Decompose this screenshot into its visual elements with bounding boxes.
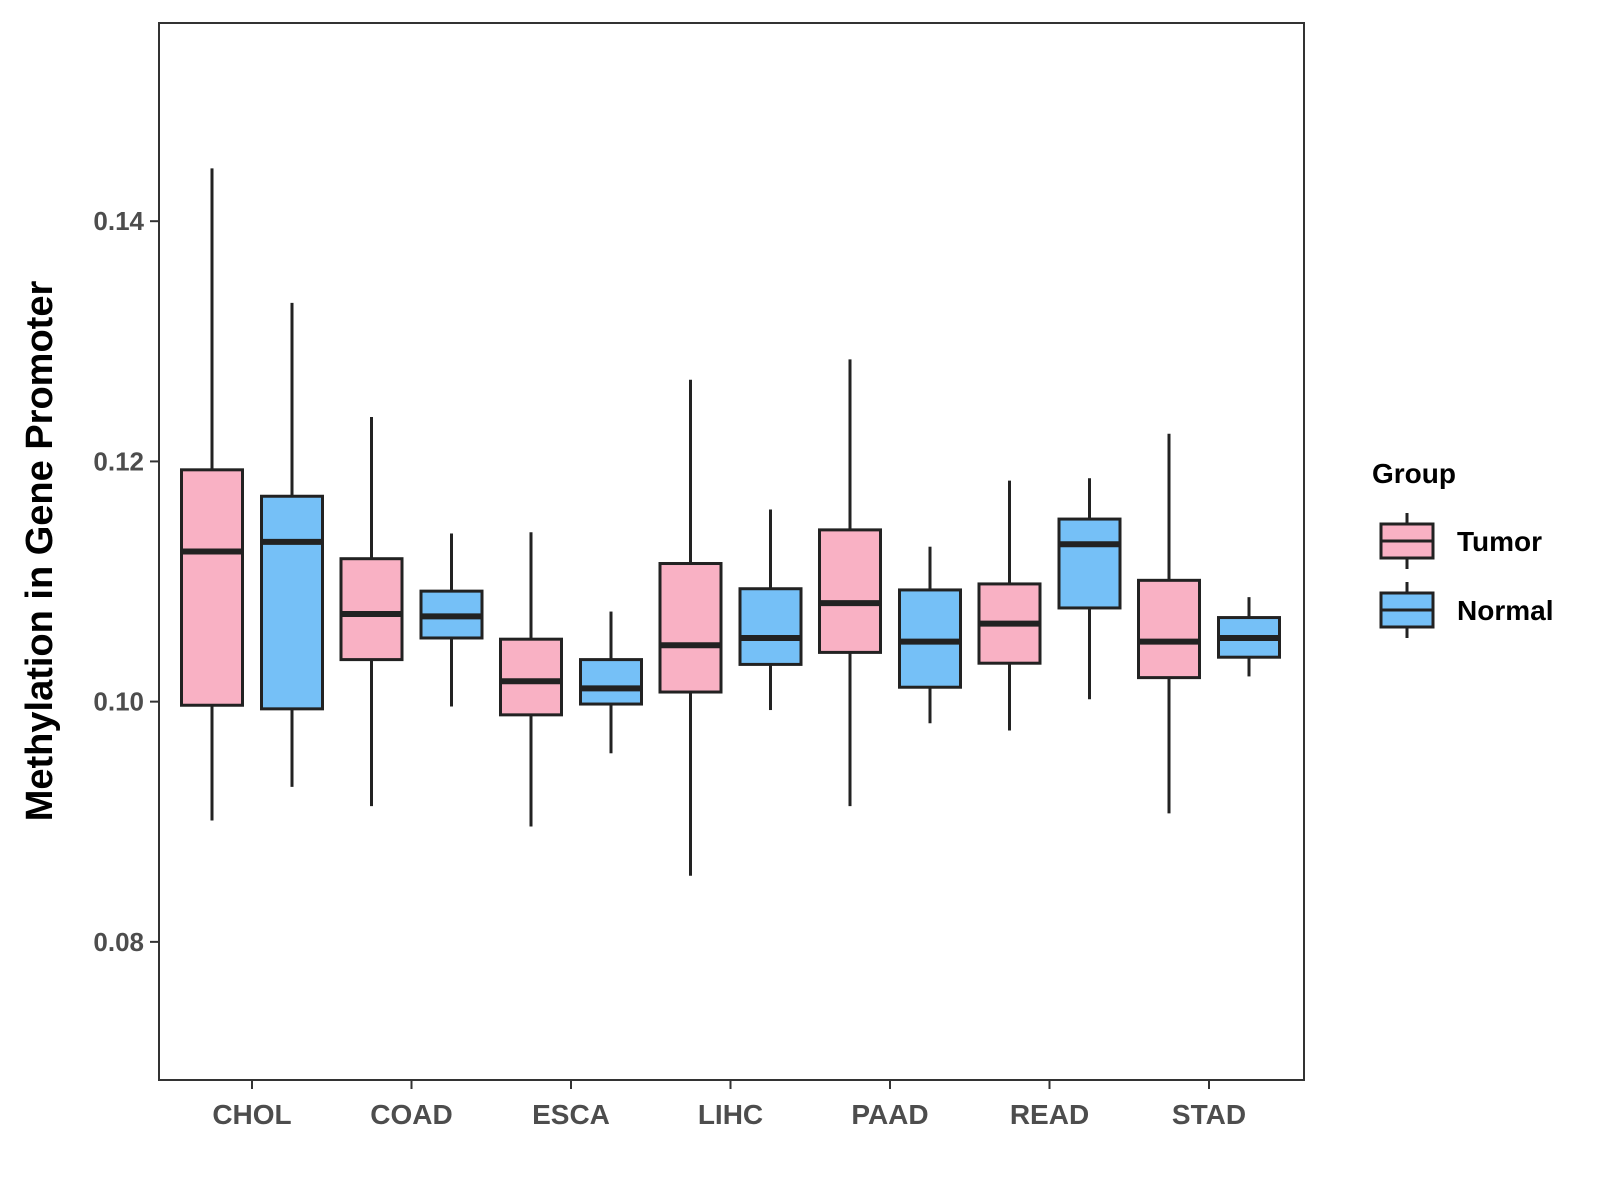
tumor-box-paad	[818, 359, 882, 807]
box-iqr	[898, 588, 962, 689]
tumor-box-lihc	[658, 379, 723, 876]
plot-panel	[158, 22, 1305, 1081]
box-iqr	[579, 658, 643, 706]
normal-box-coad	[419, 533, 484, 707]
box-iqr	[499, 637, 563, 717]
box-iqr	[1137, 578, 1201, 680]
y-axis: 0.08 0.10 0.12 0.14	[93, 206, 159, 957]
legend-label: Normal	[1457, 595, 1553, 626]
boxplot-series	[180, 168, 1281, 876]
tumor-box-coad	[339, 416, 404, 807]
box-iqr	[260, 494, 324, 711]
y-axis-title: Methylation in Gene Promoter	[19, 281, 61, 822]
box-iqr	[1057, 517, 1122, 610]
normal-box-lihc	[738, 509, 803, 711]
x-tick-label: STAD	[1172, 1099, 1246, 1130]
normal-box-esca	[579, 611, 643, 754]
normal-box-stad	[1217, 597, 1281, 677]
legend-title: Group	[1372, 458, 1456, 489]
x-tick-label: COAD	[370, 1099, 452, 1130]
legend-label: Tumor	[1457, 526, 1542, 557]
x-axis: CHOL COAD ESCA LIHC PAAD READ STAD	[212, 1080, 1246, 1130]
y-tick-label: 0.08	[93, 927, 144, 957]
y-tick-label: 0.10	[93, 687, 144, 717]
x-tick-label: PAAD	[851, 1099, 928, 1130]
box-iqr	[818, 528, 882, 654]
tumor-box-read	[977, 480, 1042, 731]
x-tick-label: READ	[1010, 1099, 1089, 1130]
normal-box-paad	[898, 546, 962, 724]
box-iqr	[738, 587, 803, 666]
box-iqr	[658, 562, 723, 694]
tumor-box-stad	[1137, 433, 1201, 814]
tumor-box-chol	[180, 168, 244, 821]
box-iqr	[339, 557, 404, 662]
x-tick-label: CHOL	[212, 1099, 291, 1130]
x-tick-label: LIHC	[698, 1099, 763, 1130]
tumor-box-esca	[499, 532, 563, 827]
normal-box-chol	[260, 302, 324, 787]
box-iqr	[180, 468, 244, 707]
legend-item-tumor: Tumor	[1379, 513, 1542, 569]
legend: Group Tumor Normal	[1372, 458, 1553, 638]
y-tick-label: 0.14	[93, 206, 144, 236]
x-tick-label: ESCA	[532, 1099, 610, 1130]
normal-box-read	[1057, 478, 1122, 700]
legend-item-normal: Normal	[1379, 582, 1553, 638]
y-tick-label: 0.12	[93, 446, 144, 476]
